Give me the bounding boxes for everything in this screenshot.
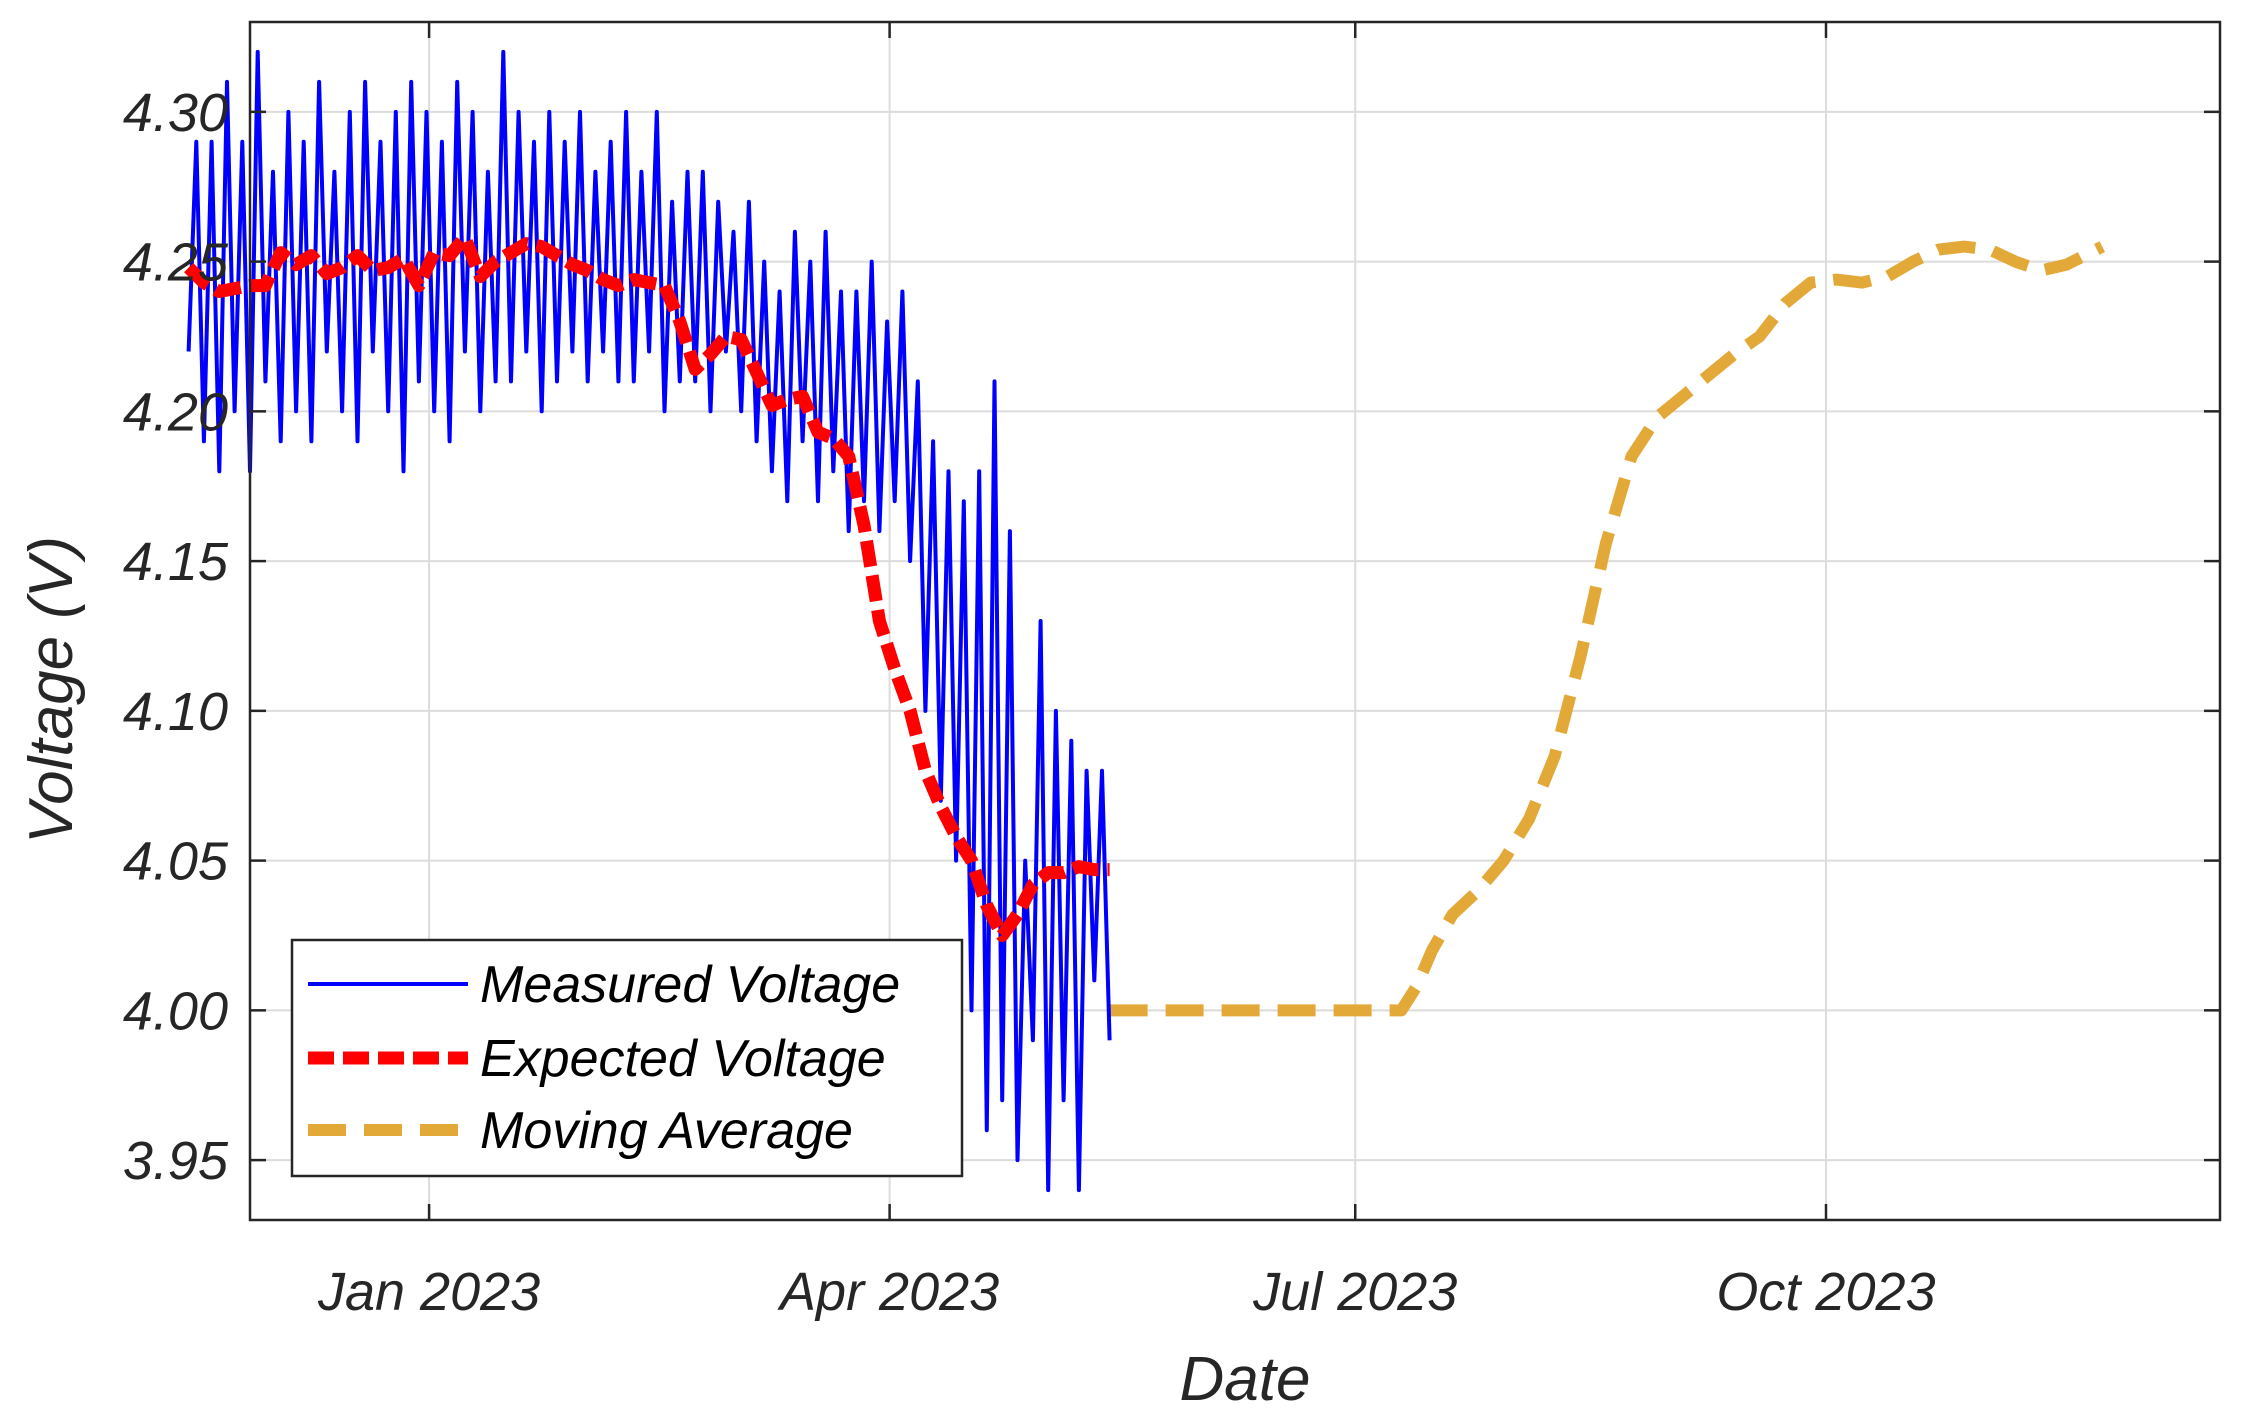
- series-layer: [184, 49, 2105, 1193]
- y-tick-label: 4.25: [123, 233, 229, 293]
- legend-label-measured: Measured Voltage: [480, 956, 900, 1014]
- x-tick-label: Jan 2023: [317, 1262, 540, 1322]
- plot-frame: [248, 20, 2222, 1222]
- axis-ticks: 3.95 4.00 4.05 4.10 4.15 4.20 4.25 4.30 Jan 2023…: [123, 22, 2220, 1322]
- y-tick-label: 4.15: [123, 532, 229, 592]
- x-tick-label: Jul 2023: [1252, 1262, 1457, 1322]
- y-tick-label: 4.10: [123, 682, 228, 742]
- y-tick-label: 4.00: [123, 981, 228, 1041]
- y-tick-label: 4.05: [123, 832, 229, 892]
- y-tick-label: 3.95: [123, 1131, 229, 1191]
- y-tick-label: 4.20: [123, 382, 228, 442]
- legend-label-expected: Expected Voltage: [480, 1030, 886, 1088]
- legend: Measured Voltage Expected Voltage Moving…: [290, 938, 964, 1178]
- measured-voltage-line: [186, 49, 1112, 1193]
- moving-average-line: [1109, 240, 2105, 1017]
- expected-voltage-line: [184, 231, 1110, 942]
- x-tick-label: Oct 2023: [1716, 1262, 1935, 1322]
- y-tick-label: 4.30: [123, 83, 228, 143]
- x-tick-label: Apr 2023: [777, 1262, 999, 1322]
- x-axis-title: Date: [1180, 1345, 1311, 1414]
- y-axis-title: Voltage (V): [17, 536, 86, 844]
- legend-label-moving-average: Moving Average: [480, 1102, 853, 1160]
